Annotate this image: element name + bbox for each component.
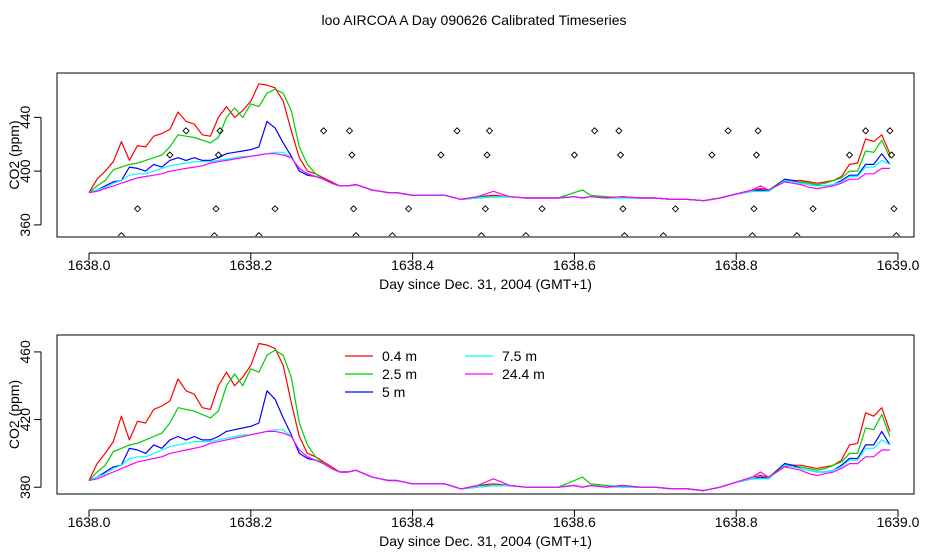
y-tick-label: 360 — [17, 213, 33, 237]
marker-point — [349, 205, 358, 213]
marker-point — [271, 205, 279, 213]
marker-point — [453, 127, 461, 135]
legend-label: 7.5 m — [502, 348, 537, 364]
plot-data — [88, 342, 891, 492]
marker-point — [793, 232, 801, 236]
plot-frame — [56, 334, 915, 495]
marker-point — [590, 127, 599, 135]
y-tick-label: 440 — [17, 105, 33, 129]
marker-point — [887, 151, 896, 159]
marker-point — [748, 232, 757, 236]
legend: 0.4 m 2.5 m 5 m 7.5 m 24.4 m — [345, 348, 545, 400]
legend-label: 2.5 m — [382, 366, 417, 382]
x-tick-label: 1638.8 — [715, 514, 758, 530]
marker-point — [166, 151, 174, 159]
marker-point — [477, 232, 486, 236]
bottom-chart-panel: 1638.0 1638.2 1638.4 1638.6 1638.8 1639.0 Day … — [6, 334, 920, 549]
x-tick-label: 1638.4 — [391, 514, 434, 530]
marker-point — [659, 232, 668, 236]
plot-data — [88, 83, 901, 236]
marker-point — [890, 205, 898, 213]
marker-point — [845, 151, 854, 159]
marker-point — [886, 127, 894, 135]
x-tick-label: 1638.2 — [229, 514, 272, 530]
marker-point — [388, 232, 397, 236]
x-tick-label: 1638.6 — [553, 257, 596, 273]
x-tick-label: 1638.2 — [229, 257, 272, 273]
series-line-2-5-m — [88, 349, 891, 492]
y-tick-label: 460 — [17, 340, 33, 364]
marker-point — [212, 205, 220, 213]
marker-point — [892, 232, 901, 236]
x-tick-label: 1639.0 — [877, 257, 920, 273]
figure-title: loo AIRCOA A Day 090626 Calibrated Times… — [321, 12, 626, 28]
marker-point — [809, 205, 817, 213]
marker-point — [754, 127, 762, 135]
marker-point — [570, 151, 579, 159]
series-line-7-5-m — [88, 429, 891, 492]
marker-point — [619, 205, 627, 213]
series-line-7-5-m — [88, 151, 891, 202]
marker-point — [615, 127, 623, 135]
top-chart-panel: 1638.0 1638.2 1638.4 1638.6 1638.8 1639.0 Day … — [6, 72, 920, 292]
x-tick-label: 1638.0 — [68, 257, 111, 273]
marker-point — [352, 232, 360, 236]
marker-point — [620, 232, 629, 236]
legend-label: 5 m — [382, 384, 405, 400]
marker-point — [616, 151, 625, 159]
series-line-2-5-m — [88, 88, 891, 202]
y-tick-label: 400 — [17, 159, 33, 183]
marker-point — [862, 127, 870, 135]
marker-point — [117, 232, 125, 236]
marker-point — [210, 232, 219, 236]
marker-point — [485, 127, 494, 135]
legend-label: 24.4 m — [502, 366, 545, 382]
marker-point — [750, 205, 758, 213]
x-tick-label: 1638.0 — [68, 514, 111, 530]
marker-point — [522, 232, 530, 236]
marker-point — [133, 205, 142, 213]
marker-point — [724, 127, 732, 135]
marker-point — [752, 151, 761, 159]
x-tick-label: 1638.8 — [715, 257, 758, 273]
marker-point — [182, 127, 190, 135]
marker-point — [483, 151, 491, 159]
series-line-24-4-m — [88, 430, 890, 492]
legend-label: 0.4 m — [382, 348, 417, 364]
marker-point — [481, 205, 490, 213]
x-axis-label: Day since Dec. 31, 2004 (GMT+1) — [379, 533, 592, 549]
plot-frame — [56, 72, 915, 238]
marker-point — [348, 151, 356, 159]
y-tick-label: 420 — [17, 408, 33, 432]
series-line-24-4-m — [88, 153, 890, 202]
x-axis-label: Day since Dec. 31, 2004 (GMT+1) — [379, 276, 592, 292]
marker-point — [214, 151, 223, 159]
marker-point — [216, 127, 224, 135]
y-axis-label: CO2 (ppm) — [6, 120, 22, 189]
marker-point — [437, 151, 445, 159]
marker-point — [345, 127, 354, 135]
y-tick-label: 380 — [17, 475, 33, 499]
x-tick-label: 1639.0 — [877, 514, 920, 530]
marker-point — [538, 205, 546, 213]
marker-point — [255, 232, 263, 236]
marker-point — [319, 127, 328, 135]
marker-point — [671, 205, 680, 213]
y-axis-label: CO2 (ppm) — [6, 380, 22, 449]
x-tick-label: 1638.4 — [391, 257, 434, 273]
marker-point — [708, 151, 716, 159]
x-tick-label: 1638.6 — [553, 514, 596, 530]
marker-point — [404, 205, 413, 213]
